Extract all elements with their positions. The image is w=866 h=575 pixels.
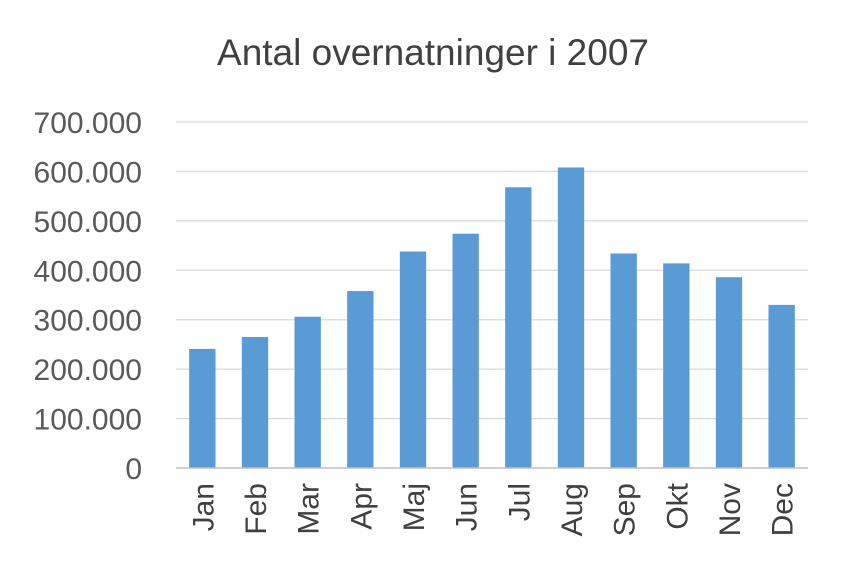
y-tick-label: 700.000 bbox=[34, 107, 142, 140]
bar-dec bbox=[769, 305, 795, 468]
y-tick-label: 100.000 bbox=[34, 404, 142, 437]
x-tick-label: Jul bbox=[503, 483, 536, 521]
bar-maj bbox=[400, 252, 426, 468]
bar-jul bbox=[505, 187, 531, 468]
y-tick-label: 600.000 bbox=[34, 156, 142, 189]
x-axis-tick-labels: Jan Feb Mar Apr Maj Jun Jul Aug Sep Okt Nov Dec bbox=[187, 482, 799, 536]
y-tick-label: 0 bbox=[125, 453, 142, 486]
gridlines bbox=[176, 122, 808, 419]
bar-nov bbox=[716, 277, 742, 468]
bar-feb bbox=[242, 337, 268, 468]
x-tick-label: Aug bbox=[556, 483, 589, 536]
x-tick-label: Mar bbox=[293, 483, 326, 535]
y-tick-label: 400.000 bbox=[34, 255, 142, 288]
y-tick-label: 500.000 bbox=[34, 206, 142, 239]
bar-sep bbox=[611, 253, 637, 468]
x-tick-label: Jun bbox=[451, 483, 484, 531]
bar-mar bbox=[295, 317, 321, 468]
bar-okt bbox=[663, 263, 689, 468]
bar-jun bbox=[453, 234, 479, 468]
bar-aug bbox=[558, 167, 584, 468]
bar-apr bbox=[347, 291, 373, 468]
x-tick-label: Sep bbox=[609, 483, 642, 536]
x-tick-label: Dec bbox=[767, 483, 800, 536]
bars bbox=[189, 167, 795, 468]
x-tick-label: Jan bbox=[187, 483, 220, 531]
y-axis-tick-labels: 0 100.000 200.000 300.000 400.000 500.000 600.… bbox=[34, 107, 142, 486]
x-tick-label: Okt bbox=[661, 482, 694, 529]
y-tick-label: 300.000 bbox=[34, 305, 142, 338]
x-tick-label: Nov bbox=[714, 483, 747, 536]
bar-jan bbox=[189, 349, 215, 468]
bar-chart: 0 100.000 200.000 300.000 400.000 500.000 600.… bbox=[0, 0, 866, 575]
x-tick-label: Feb bbox=[240, 483, 273, 535]
x-tick-label: Apr bbox=[345, 483, 378, 530]
x-tick-label: Maj bbox=[398, 483, 431, 531]
y-tick-label: 200.000 bbox=[34, 354, 142, 387]
